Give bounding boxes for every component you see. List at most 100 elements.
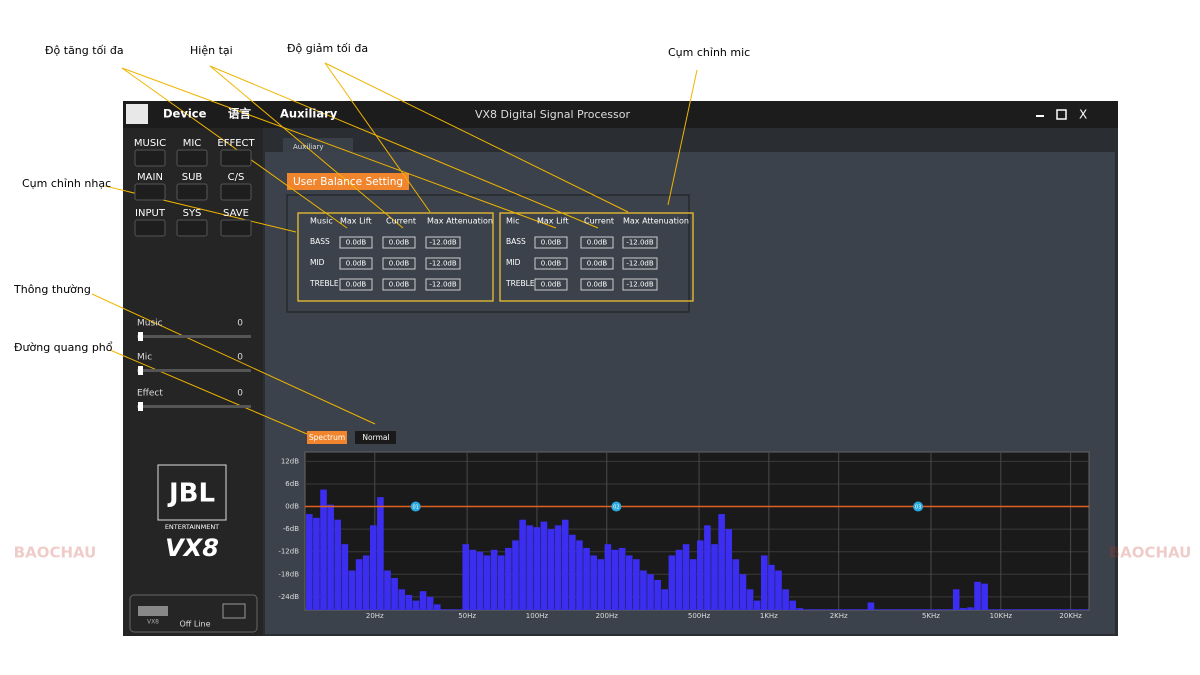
app-icon [126,104,148,124]
side-button[interactable] [134,149,166,167]
section-title[interactable]: User Balance Setting [293,176,403,188]
eq-marker[interactable] [611,501,622,512]
marker-label: 02 [613,505,619,511]
spectrum-bar [490,549,498,610]
mic-box [499,212,694,302]
spectrum-button[interactable] [307,431,347,444]
value-field[interactable] [580,257,614,270]
spectrum-bar [384,570,391,610]
status-box [129,594,258,633]
spectrum-bar [746,589,754,610]
spectrum-bar [497,555,505,610]
value-field[interactable] [622,236,658,249]
spectrum-bar [448,609,455,610]
side-button-label: SYS [183,208,202,219]
slider-thumb[interactable] [138,332,143,341]
spectrum-bar [782,589,789,610]
spectrum-bar [654,579,661,610]
y-tick-label: -24dB [278,593,299,601]
close-button[interactable]: X [1079,108,1087,122]
spectrum-bar [306,514,313,610]
side-button[interactable] [220,183,252,201]
value-field[interactable] [382,257,416,270]
slider-thumb[interactable] [138,402,143,411]
spectrum-bar [960,608,967,610]
value-field[interactable] [622,278,658,291]
value-field[interactable] [534,257,568,270]
value-field[interactable] [580,278,614,291]
value-field[interactable] [339,278,373,291]
value-text: -12.0dB [626,260,654,268]
spectrum-bar [732,559,740,610]
spectrum-bar [697,540,704,610]
spectrum-bar [874,609,882,610]
value-text: -12.0dB [429,281,457,289]
spectrum-bar [1045,609,1052,610]
side-button[interactable] [176,219,208,237]
value-field[interactable] [534,236,568,249]
value-field[interactable] [580,236,614,249]
menu-item[interactable]: 语言 [228,107,251,121]
value-field[interactable] [382,236,416,249]
value-text: 0.0dB [389,239,410,247]
side-button[interactable] [220,149,252,167]
value-field[interactable] [425,236,461,249]
side-button[interactable] [176,149,208,167]
x-tick-label: 500Hz [688,612,711,620]
x-tick-label: 10KHz [990,612,1013,620]
spectrum-bar [952,589,960,610]
tab-label[interactable]: Auxiliary [293,143,324,151]
spectrum-bar [1024,609,1031,610]
side-button[interactable] [176,183,208,201]
title-bar [123,101,1118,128]
eq-marker[interactable] [410,501,421,512]
value-field[interactable] [339,236,373,249]
spectrum-bar [803,609,811,610]
spectrum-bar [768,564,775,610]
value-field[interactable] [382,278,416,291]
eq-marker[interactable] [913,501,924,512]
spectrum-bar [1031,609,1038,610]
restore-icon[interactable] [1056,109,1067,120]
value-field[interactable] [425,278,461,291]
value-field[interactable] [534,278,568,291]
slider-track [137,369,251,372]
value-field[interactable] [339,257,373,270]
side-button[interactable] [220,219,252,237]
value-field[interactable] [622,257,658,270]
x-tick-label: 5KHz [922,612,940,620]
spectrum-bar [689,559,697,610]
view-button-label[interactable]: Spectrum [309,433,345,442]
menu-item[interactable]: Auxiliary [280,107,338,121]
music-box [297,212,494,302]
spectrum-bar [597,559,605,610]
spectrum-bar [334,519,342,610]
spectrum-bar [377,497,384,610]
side-button[interactable] [134,183,166,201]
spectrum-bar [341,544,349,610]
y-tick-label: -18dB [278,570,299,578]
value-field[interactable] [425,257,461,270]
logo-frame [157,464,227,521]
side-button[interactable] [134,219,166,237]
spectrum-bar [320,489,327,610]
menu-item[interactable]: Device [163,107,207,121]
side-button-label: EFFECT [217,138,255,149]
spectrum-bar [391,578,398,610]
annotation: Độ tăng tối đa [45,44,124,57]
value-text: 0.0dB [346,281,367,289]
spectrum-bar [362,555,370,610]
spectrum-bar [412,600,420,610]
value-text: 0.0dB [541,239,562,247]
spectrum-bar [888,609,896,610]
view-button-label[interactable]: Normal [362,433,389,442]
spectrum-bar [355,559,363,610]
spectrum-bar [426,596,434,610]
value-text: 0.0dB [587,281,608,289]
spectrum-bar [647,574,654,610]
slider-thumb[interactable] [138,366,143,375]
normal-button[interactable] [355,431,396,444]
row-label: TREBLE [505,279,535,288]
side-button-label: SAVE [223,208,249,219]
